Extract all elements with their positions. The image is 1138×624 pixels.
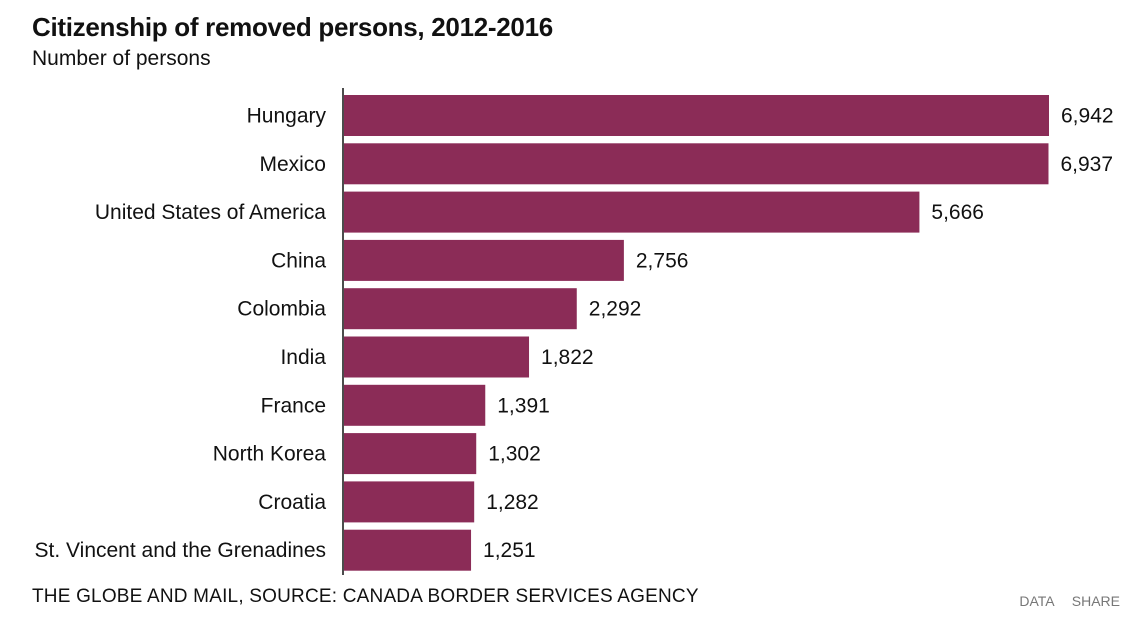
category-label: France <box>261 394 326 417</box>
bar-north-korea[interactable] <box>344 433 477 475</box>
bar-chart: Hungary 6,942 Mexico 6,937 United States of … <box>35 88 1114 575</box>
category-label: United States of America <box>95 201 326 224</box>
value-label: 1,302 <box>488 443 541 466</box>
value-label: 6,942 <box>1061 105 1114 128</box>
value-label: 6,937 <box>1060 153 1113 176</box>
category-label: North Korea <box>213 443 327 466</box>
bar-france[interactable] <box>344 384 486 426</box>
category-label: India <box>280 346 326 369</box>
value-label: 1,391 <box>497 394 550 417</box>
footer-links: DATA SHARE <box>1005 593 1120 609</box>
chart-subtitle: Number of persons <box>32 47 211 70</box>
bar-united-states-of-america[interactable] <box>344 191 920 233</box>
bar-india[interactable] <box>344 336 530 378</box>
category-label: China <box>271 249 326 272</box>
value-label: 2,756 <box>636 249 689 272</box>
share-link[interactable]: SHARE <box>1071 593 1120 609</box>
category-label: St. Vincent and the Grenadines <box>35 539 326 562</box>
category-label: Colombia <box>237 298 326 321</box>
chart-title: Citizenship of removed persons, 2012-201… <box>32 12 553 42</box>
value-label: 5,666 <box>931 201 984 224</box>
bar-colombia[interactable] <box>344 288 577 330</box>
bar-croatia[interactable] <box>344 481 475 523</box>
value-label: 1,282 <box>486 491 539 514</box>
bar-china[interactable] <box>344 239 624 281</box>
source-credit: THE GLOBE AND MAIL, SOURCE: CANADA BORDE… <box>32 586 699 607</box>
data-link[interactable]: DATA <box>1019 593 1054 609</box>
category-label: Mexico <box>259 153 326 176</box>
bar-mexico[interactable] <box>344 143 1049 185</box>
value-label: 2,292 <box>589 298 642 321</box>
bar-st-vincent-and-the-grenadines[interactable] <box>344 529 472 571</box>
category-label: Hungary <box>247 105 327 128</box>
value-label: 1,822 <box>541 346 594 369</box>
value-label: 1,251 <box>483 539 536 562</box>
bar-hungary[interactable] <box>344 95 1049 136</box>
category-label: Croatia <box>258 491 326 514</box>
